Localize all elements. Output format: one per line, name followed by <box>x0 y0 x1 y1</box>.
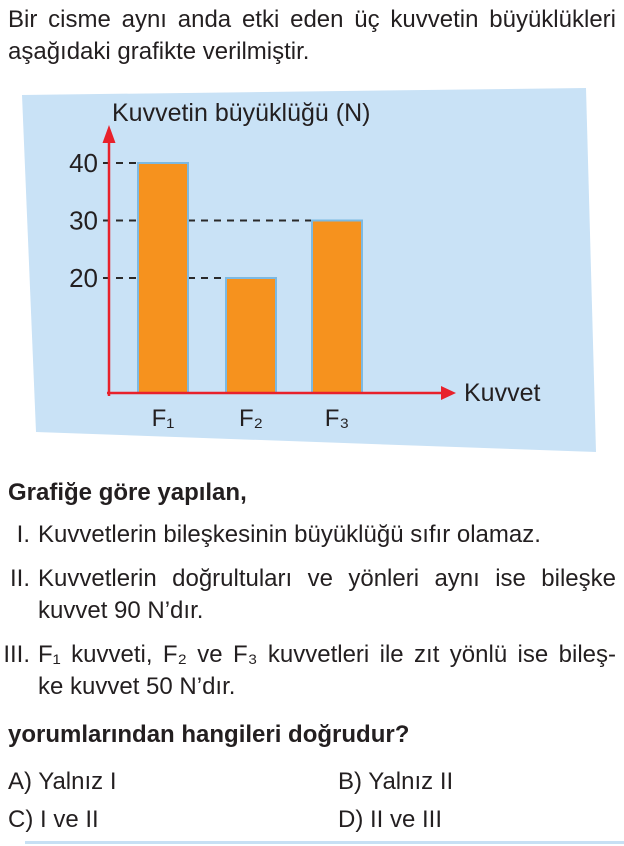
option-c: C) I ve II <box>8 806 99 833</box>
statement-numeral-3: III. <box>3 641 30 668</box>
bar-1 <box>137 162 189 394</box>
bars <box>137 162 363 394</box>
bar-label-3: F₃ <box>325 405 349 432</box>
next-panel-edge <box>25 841 624 844</box>
statement-3-line-1: F₁ kuvveti, F₂ ve F₃ kuvvetleri ile zıt … <box>38 641 616 668</box>
statement-lead: Grafiğe göre yapılan, <box>8 479 247 506</box>
statement-item-2: II. Kuvvetlerin doğrultuları ve yönleri … <box>0 563 616 627</box>
statement-item-1: I. Kuvvetlerin bileşkesinin büyüklüğü sı… <box>0 519 616 551</box>
statement-2-line-2: kuvvet 90 N’dır. <box>38 597 204 624</box>
bar-labels: F₁ F₂ F₃ <box>152 405 350 432</box>
option-b: B) Yalnız II <box>338 768 454 795</box>
bar-3 <box>311 219 363 394</box>
chart-canvas: 40 30 20 F₁ F₂ F₃ Kuvvetin büyüklüğü (N) Kuv… <box>22 88 596 452</box>
statement-1-line-1: Kuvvetlerin bileşkesinin büyüklüğü sıfır… <box>38 521 541 548</box>
option-a: A) Yalnız I <box>8 768 117 795</box>
y-tick-label: 30 <box>69 206 98 236</box>
bar-label-2: F₂ <box>239 405 263 432</box>
statement-list: I. Kuvvetlerin bileşkesinin büyüklüğü sı… <box>0 519 616 703</box>
question-intro: Bir cisme aynı anda etki eden üç kuvveti… <box>8 4 616 68</box>
statement-numeral-2: II. <box>9 565 30 592</box>
y-axis-title: Kuvvetin büyüklüğü (N) <box>112 99 370 127</box>
bar-label-1: F₁ <box>152 405 175 432</box>
question-prompt: yorumlarından hangileri doğrudur? <box>8 721 410 748</box>
y-tick-labels: 40 30 20 <box>69 148 98 293</box>
y-axis-arrow-icon <box>102 125 116 143</box>
y-tick-label: 20 <box>69 263 98 293</box>
x-axis-arrow-icon <box>441 386 456 400</box>
statement-item-3: III. F₁ kuvveti, F₂ ve F₃ kuvvetleri ile… <box>0 639 616 703</box>
intro-line-2: aşağıdaki grafikte verilmiştir. <box>8 38 310 65</box>
statement-numeral-1: I. <box>16 521 30 548</box>
bar-2 <box>225 277 277 394</box>
intro-line-1: Bir cisme aynı anda etki eden üç kuvveti… <box>8 6 616 33</box>
statement-2-line-1: Kuvvetlerin doğrultuları ve yönleri aynı… <box>38 565 616 592</box>
y-tick-label: 40 <box>69 148 98 178</box>
statement-3-line-2: ke kuvvet 50 N’dır. <box>38 673 236 700</box>
answer-options: A) Yalnız I B) Yalnız II C) I ve II D) I… <box>0 763 624 839</box>
x-axis-title: Kuvvet <box>464 379 540 407</box>
force-bar-chart: 40 30 20 F₁ F₂ F₃ Kuvvetin büyüklüğü (N) Kuv… <box>0 85 624 457</box>
option-d: D) II ve III <box>338 806 443 833</box>
